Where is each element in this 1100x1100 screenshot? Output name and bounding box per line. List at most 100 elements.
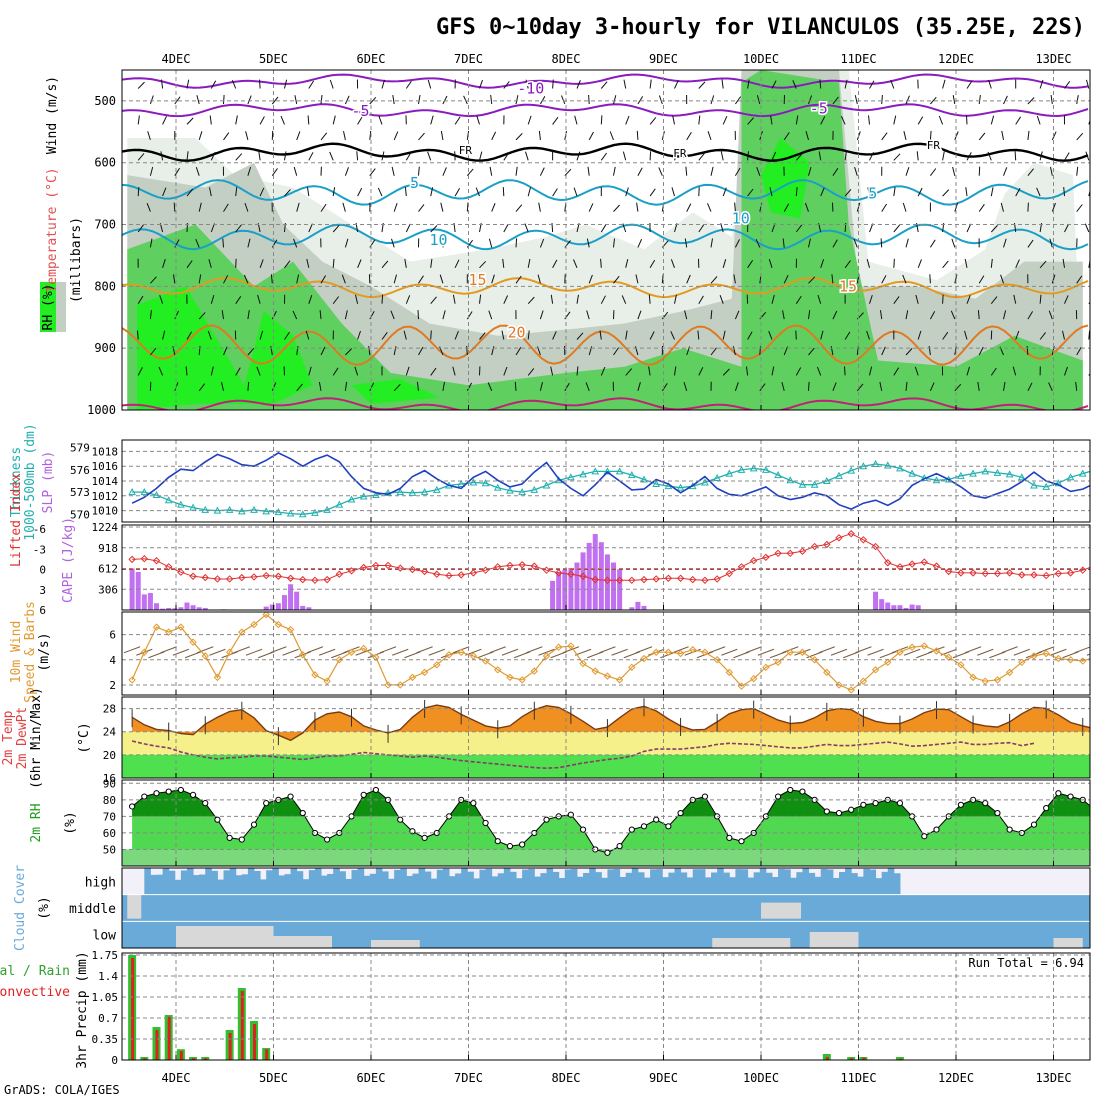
wind-barb [804, 202, 809, 212]
ylabel-lifted-index-line: Lifted Index [9, 473, 24, 567]
wind-barb [503, 152, 510, 161]
cloud-high-bar [491, 876, 499, 895]
wind-barb [235, 224, 242, 233]
wind-barb [869, 151, 874, 161]
precip-conv-bar [253, 1024, 256, 1060]
cape-bar [891, 605, 897, 610]
wind-barb [390, 310, 395, 320]
thickness-point [749, 464, 758, 472]
wind-barb [722, 330, 726, 340]
wind-barb [1076, 275, 1083, 284]
cape-bar [586, 542, 592, 610]
wind-barb [320, 132, 328, 141]
rh-shade-bright [351, 379, 440, 404]
wind-barb [808, 276, 816, 284]
cloud-high-bar [205, 868, 212, 895]
wind10-speed-point [152, 623, 161, 631]
wind10-barb [977, 648, 994, 656]
pressure-level-label: 600 [94, 156, 116, 170]
wind-barb [466, 202, 469, 212]
thickness-point [762, 465, 770, 473]
cloud-low-bar [273, 936, 332, 948]
wind-barb [613, 238, 615, 248]
thickness-tick-label: 579 [70, 442, 90, 455]
temp-contour-20 [122, 324, 1089, 366]
slp-series [128, 451, 1090, 518]
thickness-point [1078, 469, 1087, 477]
lifted-index-point [798, 547, 807, 555]
wind-barb [501, 330, 505, 340]
wind-barb [674, 366, 677, 376]
wind10-speed-point [920, 642, 929, 650]
thickness-point [774, 471, 782, 479]
cloud-high-bar [759, 868, 767, 895]
wind-barb [588, 203, 594, 212]
wind10-speed-point [591, 667, 599, 675]
cloud-high-bar [284, 874, 292, 895]
ylabel-rh-line: RH (%) [41, 284, 56, 331]
wind-barb [320, 275, 327, 284]
cloud-high-bar [814, 876, 822, 895]
wind-barb [256, 366, 261, 376]
wind-barb [881, 346, 886, 356]
wind-barb [515, 166, 518, 176]
wind-barb [966, 295, 971, 304]
wind-barb [818, 151, 822, 161]
wind-barb [305, 330, 310, 340]
wind-barb [990, 115, 995, 125]
ylabel-rh2m: 2m RH [29, 803, 44, 842]
wind-barb [576, 151, 581, 161]
wind-barb [759, 345, 761, 356]
wind-barb [905, 167, 910, 176]
cape-bar [275, 603, 281, 610]
wind10-speed-point [1066, 656, 1075, 664]
li-tick-label: -6 [33, 523, 46, 536]
cloud-high-bar [613, 869, 621, 895]
wind-barb [405, 295, 411, 304]
wind-barb [905, 95, 910, 105]
wind-barb [783, 203, 790, 212]
thickness-point [432, 485, 441, 493]
thickness-point [1030, 481, 1038, 489]
wind-barb [951, 238, 956, 248]
thickness-point [481, 479, 490, 487]
cloud-high-bar [674, 868, 682, 895]
wind-barb [307, 187, 310, 197]
lifted-index-point [420, 567, 429, 576]
wind-barb [707, 131, 712, 141]
ylabel-temp2m: 2m Temp 2m DewPt (6hr Min/Max) [1, 687, 44, 789]
wind-barb [564, 168, 572, 177]
wind-barb [561, 95, 566, 105]
wind-barb [186, 260, 193, 269]
wind-barb [162, 116, 167, 125]
cloud-high-bar [558, 877, 566, 895]
wind-barb [308, 295, 313, 304]
wind-barb [502, 187, 505, 197]
wind-barb [844, 260, 851, 269]
rh2m-point [628, 826, 635, 833]
lifted-index-point [591, 575, 599, 584]
wind-barb [637, 382, 641, 391]
wind-barb [844, 366, 846, 376]
wind-barb [844, 188, 852, 197]
temp-contour-label: 10 [430, 231, 448, 249]
rh2m-point [226, 834, 233, 841]
wind-barb [1003, 95, 1008, 105]
cloud-low-bar [371, 940, 420, 948]
wind-barb [649, 331, 655, 340]
wind-barb [344, 381, 348, 391]
day-label-top: 13DEC [1035, 52, 1071, 66]
wind-barb [259, 259, 264, 268]
wind-barb [880, 310, 883, 320]
wind10-barb [160, 646, 177, 654]
wind-barb [368, 345, 371, 356]
wind-barb [186, 79, 190, 89]
cloud-high-bar [631, 868, 639, 895]
wind-barb [649, 151, 652, 161]
wind-barb [917, 187, 923, 197]
cloud-high-bar [406, 875, 413, 895]
cloud-high-bar [711, 872, 718, 895]
thickness-point [676, 483, 685, 491]
wind-barb [609, 131, 614, 141]
wind-barb [332, 367, 339, 376]
